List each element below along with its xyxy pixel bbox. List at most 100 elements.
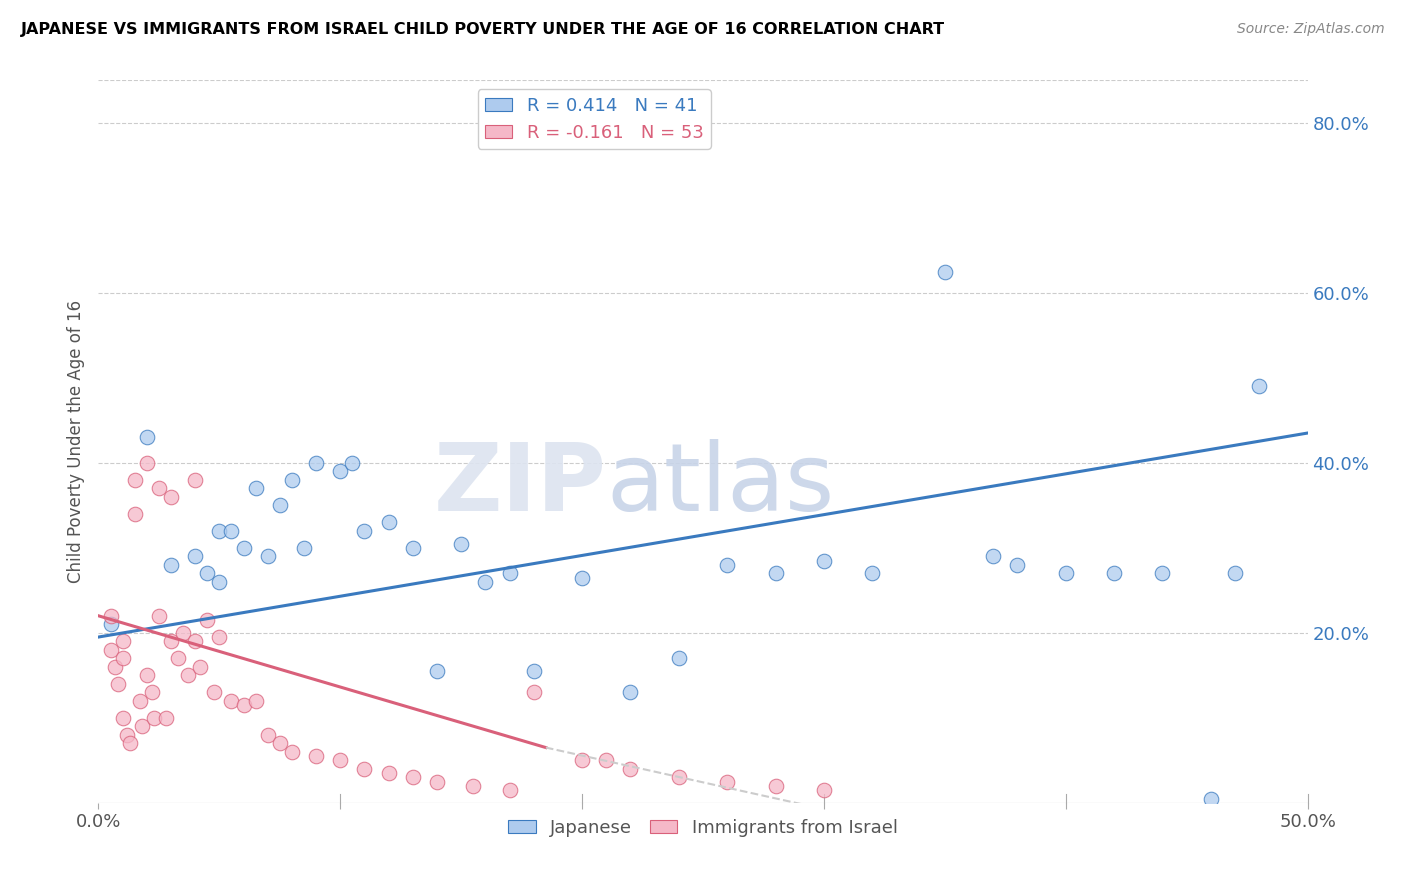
Point [292,541,315,555]
Point [111,651,134,665]
Point [135,456,157,470]
Legend: Japanese, Immigrants from Israel: Japanese, Immigrants from Israel [501,812,905,845]
Point [135,430,157,444]
Point [353,524,375,538]
Point [221,694,243,708]
Point [232,698,254,712]
Point [208,524,231,538]
Point [305,456,328,470]
Point [118,736,141,750]
Point [104,660,127,674]
Point [716,558,738,572]
Point [148,608,170,623]
Point [523,685,546,699]
Point [131,719,153,733]
Point [100,617,122,632]
Point [716,774,738,789]
Point [256,728,278,742]
Point [426,774,449,789]
Point [1223,566,1246,581]
Point [111,711,134,725]
Point [195,566,218,581]
Point [172,625,194,640]
Point [184,549,207,564]
Point [329,464,352,478]
Point [232,541,254,555]
Point [402,770,425,784]
Point [100,642,122,657]
Point [571,570,593,584]
Point [160,558,183,572]
Point [184,634,207,648]
Point [860,566,883,581]
Point [571,753,593,767]
Point [498,783,520,797]
Point [934,264,956,278]
Y-axis label: Child Poverty Under the Age of 16: Child Poverty Under the Age of 16 [66,300,84,583]
Text: JAPANESE VS IMMIGRANTS FROM ISRAEL CHILD POVERTY UNDER THE AGE OF 16 CORRELATION: JAPANESE VS IMMIGRANTS FROM ISRAEL CHILD… [21,22,945,37]
Point [765,566,787,581]
Text: ZIP: ZIP [433,439,606,531]
Point [100,608,122,623]
Point [204,685,226,699]
Text: Source: ZipAtlas.com: Source: ZipAtlas.com [1237,22,1385,37]
Point [195,613,218,627]
Point [148,481,170,495]
Point [111,634,134,648]
Point [1199,791,1222,805]
Point [245,694,267,708]
Point [668,651,690,665]
Point [124,507,146,521]
Point [1249,379,1271,393]
Point [1102,566,1125,581]
Point [353,762,375,776]
Point [377,766,399,780]
Point [143,711,166,725]
Point [668,770,690,784]
Point [813,783,835,797]
Point [498,566,520,581]
Point [208,630,231,644]
Point [1007,558,1029,572]
Point [177,668,200,682]
Point [221,524,243,538]
Point [269,736,291,750]
Point [155,711,177,725]
Point [184,473,207,487]
Point [208,574,231,589]
Point [107,677,129,691]
Point [342,456,364,470]
Point [619,762,641,776]
Point [981,549,1004,564]
Point [128,694,150,708]
Point [245,481,267,495]
Point [124,473,146,487]
Point [377,516,399,530]
Point [188,660,211,674]
Point [450,536,472,550]
Point [619,685,641,699]
Point [256,549,278,564]
Text: atlas: atlas [606,439,835,531]
Point [281,473,304,487]
Point [329,753,352,767]
Point [765,779,787,793]
Point [463,779,485,793]
Point [160,490,183,504]
Point [160,634,183,648]
Point [402,541,425,555]
Point [141,685,163,699]
Point [117,728,139,742]
Point [523,664,546,678]
Point [595,753,617,767]
Point [474,574,496,589]
Point [305,749,328,764]
Point [1152,566,1174,581]
Point [167,651,190,665]
Point [135,668,157,682]
Point [426,664,449,678]
Point [281,745,304,759]
Point [269,498,291,512]
Point [813,553,835,567]
Point [1054,566,1077,581]
